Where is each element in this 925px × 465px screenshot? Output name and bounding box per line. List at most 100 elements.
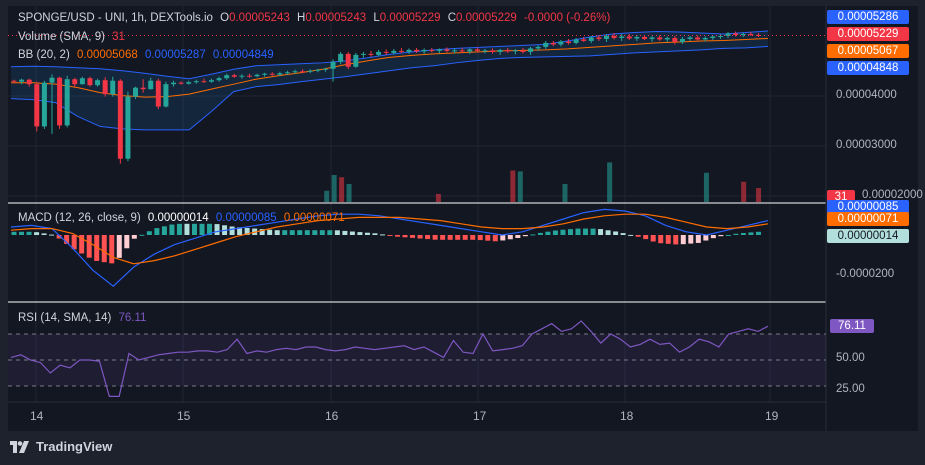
candle-body xyxy=(672,37,678,42)
candle-body xyxy=(755,34,761,36)
candle-body xyxy=(398,50,404,52)
macd-hist-bar xyxy=(718,235,724,237)
candle-body xyxy=(383,51,389,53)
candle-body xyxy=(619,36,625,38)
macd-hist-bar xyxy=(695,235,701,243)
candle-body xyxy=(246,75,252,77)
macd-hist-bar xyxy=(312,230,318,235)
candle-body xyxy=(740,33,746,35)
candle-body xyxy=(224,75,230,79)
open-label: O xyxy=(220,12,230,24)
macd-hist-bar xyxy=(191,223,197,235)
macd-hist-bar xyxy=(334,230,340,235)
candle-body xyxy=(315,69,321,71)
time-label-19: 19 xyxy=(765,409,779,423)
macd-hist-bar xyxy=(740,232,746,235)
macd-hist-bar xyxy=(613,231,619,235)
candle-body xyxy=(467,49,473,52)
candle-body xyxy=(679,38,685,42)
time-label-14: 14 xyxy=(30,409,44,423)
macd-hist-bar xyxy=(387,235,393,236)
candle-body xyxy=(163,84,169,107)
time-label-15: 15 xyxy=(177,409,191,423)
candle-body xyxy=(550,42,556,45)
candle-body xyxy=(444,49,450,51)
candle-body xyxy=(87,78,93,86)
candle-body xyxy=(140,87,146,90)
time-label-18: 18 xyxy=(620,409,634,423)
macd-hist-bar xyxy=(402,235,408,238)
bb-legend-label: BB (20, 2) xyxy=(18,49,70,61)
candle-body xyxy=(110,80,116,95)
candle-body xyxy=(41,82,47,127)
macd-hist-bar xyxy=(34,232,40,235)
macd-hist-bar xyxy=(379,234,385,236)
macd-hist-bar xyxy=(199,223,205,235)
macd-hist-bar xyxy=(79,235,85,254)
rsi-legend[interactable]: RSI (14, SMA, 14) 76.11 xyxy=(18,312,150,324)
macd-hist-bar xyxy=(214,224,220,235)
macd-hist-bar xyxy=(410,235,416,238)
price-tick-3: 0.00002000 xyxy=(862,189,923,201)
macd-hist-bar xyxy=(635,235,641,237)
macd-hist-bar xyxy=(244,227,250,235)
candle-body xyxy=(490,50,496,52)
macd-hist-bar xyxy=(86,235,92,258)
candle-body xyxy=(581,39,587,41)
chart-area[interactable] xyxy=(8,6,918,431)
candle-body xyxy=(269,73,275,75)
macd-hist-bar xyxy=(748,232,754,235)
macd-hist-bar xyxy=(364,232,370,235)
branding[interactable]: TradingView xyxy=(10,439,112,454)
volume-bar xyxy=(435,193,441,202)
candle-body xyxy=(634,36,640,39)
volume-bar xyxy=(562,184,568,202)
macd-hist-bar xyxy=(319,230,325,235)
macd-hist-bar xyxy=(560,229,566,235)
rsi-tick-50: 50.00 xyxy=(836,352,865,364)
ohlc-legend: SPONGE/USD - UNI, 1h, DEXTools.io O0.000… xyxy=(18,12,614,24)
volume-legend-value: 31 xyxy=(112,31,125,43)
tradingview-logo-icon xyxy=(10,440,29,453)
candle-body xyxy=(725,33,731,36)
chart-plot[interactable] xyxy=(8,6,918,431)
candle-body xyxy=(79,78,85,85)
candle-body xyxy=(292,71,298,73)
open-value: 0.00005243 xyxy=(229,12,290,24)
last-price-badge: 0.00005229 xyxy=(827,27,909,41)
candle-body xyxy=(368,53,374,55)
macd-hist-bar xyxy=(658,235,664,244)
macd-legend[interactable]: MACD (12, 26, close, 9) 0.00000014 0.000… xyxy=(18,212,349,224)
candle-body xyxy=(117,80,123,159)
candle-body xyxy=(543,42,549,47)
macd-hist-value: 0.00000014 xyxy=(147,212,209,224)
macd-hist-bar xyxy=(725,234,731,236)
volume-bar xyxy=(607,162,613,202)
candle-body xyxy=(573,39,579,43)
macd-hist-bar xyxy=(109,235,115,264)
candle-body xyxy=(193,81,199,83)
candle-body xyxy=(611,35,617,38)
macd-hist-bar xyxy=(598,229,604,235)
macd-hist-bar xyxy=(64,235,70,244)
macd-hist-bar xyxy=(590,228,596,235)
macd-hist-bar xyxy=(146,231,152,235)
volume-legend[interactable]: Volume (SMA, 9) 31 xyxy=(18,31,129,43)
pair-title: SPONGE/USD - UNI, 1h, DEXTools.io xyxy=(18,12,213,24)
macd-hist-bar xyxy=(680,235,686,245)
bb-basis-badge: 0.00005067 xyxy=(827,44,909,58)
macd-hist-bar xyxy=(207,223,213,235)
macd-hist-bar xyxy=(673,235,679,245)
macd-hist-bar xyxy=(703,235,709,241)
volume-bar xyxy=(741,181,747,202)
candle-body xyxy=(733,33,739,35)
macd-hist-bar xyxy=(304,230,310,235)
volume-bar xyxy=(703,172,709,202)
candle-body xyxy=(376,51,382,55)
candle-body xyxy=(11,80,17,82)
candle-body xyxy=(300,71,306,73)
candle-body xyxy=(497,49,503,52)
bb-legend[interactable]: BB (20, 2) 0.00005068 0.00005287 0.00004… xyxy=(18,49,278,61)
macd-tick: -0.0000200 xyxy=(836,268,895,280)
macd-hist-bar xyxy=(755,231,761,235)
